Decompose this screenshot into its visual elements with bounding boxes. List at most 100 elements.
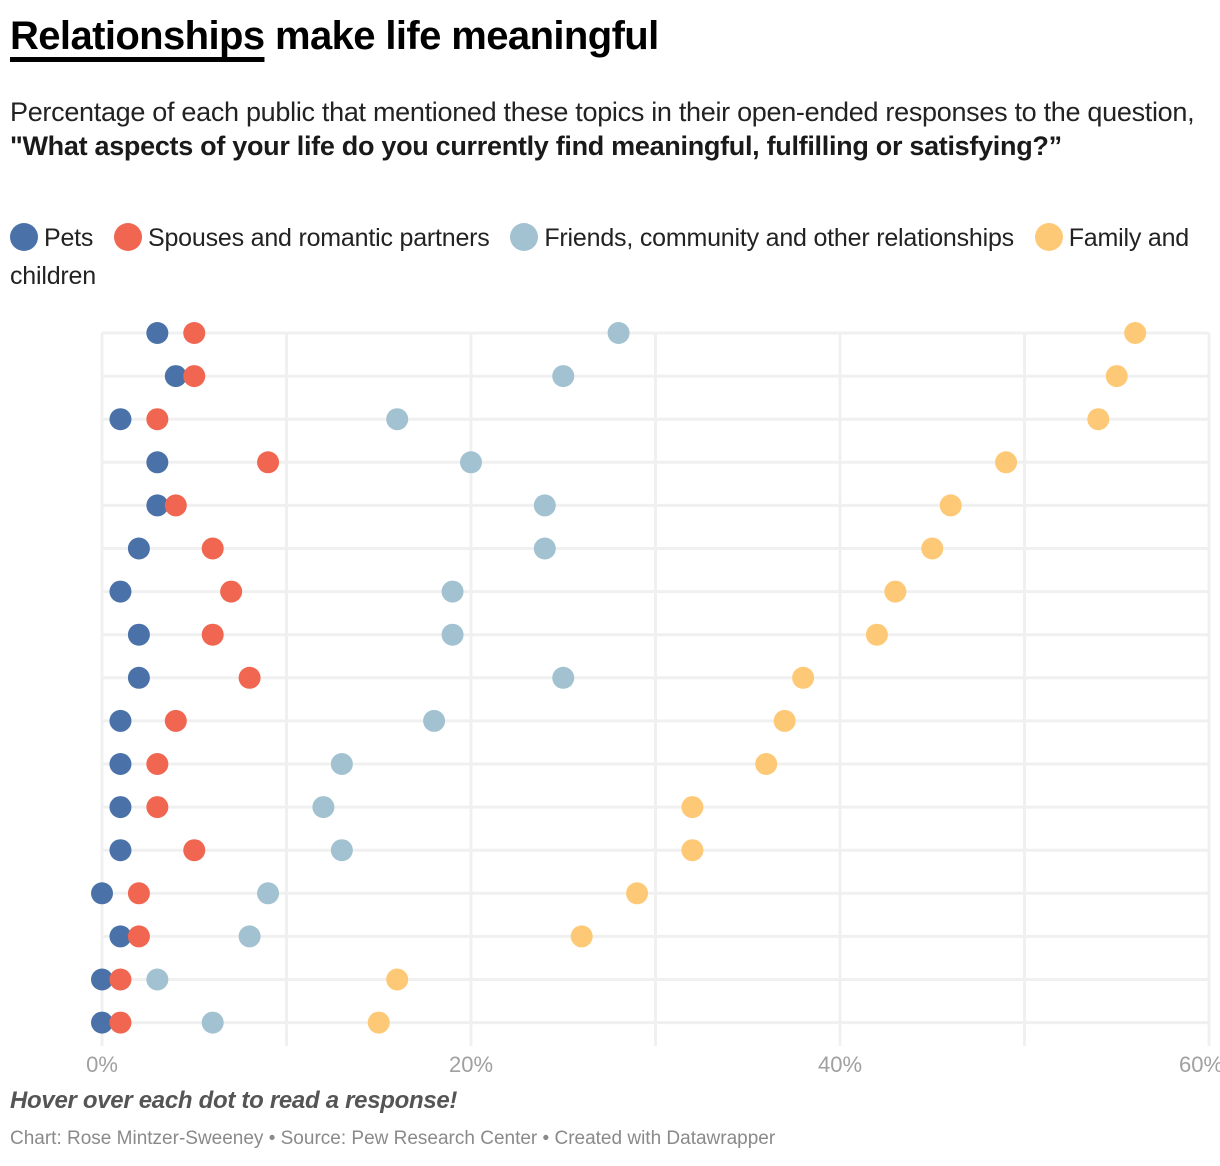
subtitle-question: "What aspects of your life do you curren… (10, 131, 1062, 161)
dot-spouses[interactable]: Spouses and romantic partners: 7% (220, 580, 243, 603)
dot-pets[interactable]: Pets: 1% (109, 796, 132, 819)
dot-spouses[interactable]: Spouses and romantic partners: 5% (183, 365, 206, 388)
dot-family[interactable]: Family and children: 45% (921, 537, 944, 560)
dot-pets[interactable]: Pets: 1% (109, 753, 132, 775)
dot-friends[interactable]: Friends, community and other relationshi… (330, 839, 353, 862)
dot-spouses[interactable]: Spouses and romantic partners: 5% (183, 839, 206, 862)
title-underlined-word: Relationships (10, 14, 265, 58)
x-axis-tick-labels: 0% 20% 40% 60% (86, 1052, 1220, 1077)
dot-friends[interactable]: Friends, community and other relationshi… (201, 1011, 224, 1034)
dot-friends[interactable]: Friends, community and other relationshi… (441, 580, 464, 603)
dot-friends[interactable]: Friends, community and other relationshi… (386, 408, 409, 431)
dot-pets[interactable]: Pets: 3% (146, 494, 169, 517)
dot-friends[interactable]: Friends, community and other relationshi… (312, 796, 335, 819)
dot-friends[interactable]: Friends, community and other relationshi… (238, 925, 261, 948)
legend: Pets Spouses and romantic partners Frien… (10, 219, 1215, 295)
dot-family[interactable]: Family and children: 38% (792, 666, 815, 689)
dot-pets[interactable]: Pets: 4% (164, 365, 187, 388)
legend-swatch-pets (10, 223, 38, 251)
dot-pets[interactable]: Pets: 0% (91, 882, 113, 905)
legend-item-family[interactable]: Family and children (10, 223, 1189, 290)
data-dots: Pets: 3% Pets: 4% Pets: 1% Pets: 3% Pets: 3%… (91, 322, 1147, 1034)
dot-plot-chart: Pets: 3% Pets: 4% Pets: 1% Pets: 3% Pets: 3%… (86, 322, 1220, 1077)
dot-spouses[interactable]: Spouses and romantic partners: 5% (183, 322, 206, 344)
dot-pets[interactable]: Pets: 1% (109, 580, 132, 603)
dot-friends[interactable]: Friends, community and other relationshi… (330, 753, 353, 775)
dot-family[interactable]: Family and children: 42% (865, 623, 888, 646)
dot-family[interactable]: Family and children: 16% (386, 968, 409, 991)
dot-spouses[interactable]: Spouses and romantic partners: 3% (146, 796, 169, 819)
dot-family[interactable]: Family and children: 32% (681, 796, 704, 819)
dot-pets[interactable]: Pets: 3% (146, 451, 169, 474)
chart-credit: Chart: Rose Mintzer-Sweeney • Source: Pe… (10, 1128, 776, 1149)
dot-friends[interactable]: Friends, community and other relationshi… (533, 494, 556, 517)
dot-friends[interactable]: Friends, community and other relationshi… (533, 537, 556, 560)
dot-spouses[interactable]: Spouses and romantic partners: 2% (127, 882, 150, 905)
dot-family[interactable]: Family and children: 46% (939, 494, 962, 517)
dot-pets[interactable]: Pets: 1% (109, 709, 132, 732)
dot-family[interactable]: Family and children: 49% (995, 451, 1018, 474)
legend-swatch-family (1034, 223, 1063, 251)
chart-subtitle: Percentage of each public that mentioned… (10, 95, 1205, 163)
x-tick-label: 40% (818, 1052, 862, 1077)
hover-note: Hover over each dot to read a response! (10, 1087, 458, 1114)
series-friends: Friends, community and other relationshi… (146, 322, 630, 1034)
dot-friends[interactable]: Friends, community and other relationshi… (607, 322, 630, 344)
dot-friends[interactable]: Friends, community and other relationshi… (423, 709, 446, 732)
dot-family[interactable]: Family and children: 32% (681, 839, 704, 862)
dot-spouses[interactable]: Spouses and romantic partners: 9% (257, 451, 280, 474)
dot-family[interactable]: Family and children: 43% (884, 580, 907, 603)
dot-spouses[interactable]: Spouses and romantic partners: 3% (146, 753, 169, 775)
dot-family[interactable]: Family and children: 36% (755, 753, 778, 775)
dot-family[interactable]: Family and children: 37% (773, 709, 796, 732)
dot-spouses[interactable]: Spouses and romantic partners: 6% (201, 623, 224, 646)
x-tick-label: 60% (1179, 1052, 1220, 1077)
dot-spouses[interactable]: Spouses and romantic partners: 6% (201, 537, 224, 560)
dot-pets[interactable]: Pets: 1% (109, 925, 132, 948)
dot-pets[interactable]: Pets: 3% (146, 322, 169, 344)
chart-title: Relationships make life meaningful (10, 14, 659, 59)
dot-spouses[interactable]: Spouses and romantic partners: 1% (109, 968, 132, 991)
dot-friends[interactable]: Friends, community and other relationshi… (146, 968, 169, 991)
legend-item-friends[interactable]: Friends, community and other relationshi… (510, 223, 1014, 252)
dot-family[interactable]: Family and children: 55% (1105, 365, 1128, 388)
dot-friends[interactable]: Friends, community and other relationshi… (441, 623, 464, 646)
dot-friends[interactable]: Friends, community and other relationshi… (257, 882, 280, 905)
dot-spouses[interactable]: Spouses and romantic partners: 1% (109, 1011, 132, 1034)
legend-swatch-spouses (113, 223, 142, 251)
dot-pets[interactable]: Pets: 1% (109, 839, 132, 862)
legend-item-pets[interactable]: Pets (10, 223, 94, 252)
horizontal-gridlines (102, 331, 1209, 1025)
dot-pets[interactable]: Pets: 2% (127, 666, 150, 689)
dot-pets[interactable]: Pets: 0% (91, 1011, 113, 1034)
dot-friends[interactable]: Friends, community and other relationshi… (552, 365, 575, 388)
dot-pets[interactable]: Pets: 2% (127, 623, 150, 646)
dot-pets[interactable]: Pets: 2% (127, 537, 150, 560)
legend-label: Pets (44, 224, 94, 252)
legend-swatch-friends (510, 223, 539, 251)
subtitle-plain: Percentage of each public that mentioned… (10, 97, 1195, 127)
dot-spouses[interactable]: Spouses and romantic partners: 8% (238, 666, 261, 689)
vertical-gridlines (100, 333, 1211, 1046)
dot-spouses[interactable]: Spouses and romantic partners: 4% (164, 494, 187, 517)
dot-family[interactable]: Family and children: 29% (626, 882, 649, 905)
series-pets: Pets: 3% Pets: 4% Pets: 1% Pets: 3% Pets: 3%… (91, 322, 187, 1034)
legend-item-spouses[interactable]: Spouses and romantic partners (113, 223, 490, 252)
dot-spouses[interactable]: Spouses and romantic partners: 3% (146, 408, 169, 431)
x-tick-label: 20% (449, 1052, 493, 1077)
dot-family[interactable]: Family and children: 56% (1124, 322, 1147, 344)
dot-spouses[interactable]: Spouses and romantic partners: 2% (127, 925, 150, 948)
dot-spouses[interactable]: Spouses and romantic partners: 4% (164, 709, 187, 732)
dot-friends[interactable]: Friends, community and other relationshi… (552, 666, 575, 689)
dot-family[interactable]: Family and children: 54% (1087, 408, 1110, 431)
dot-family[interactable]: Family and children: 15% (367, 1011, 390, 1034)
dot-pets[interactable]: Pets: 0% (91, 968, 113, 991)
title-rest: make life meaningful (264, 14, 659, 58)
dot-family[interactable]: Family and children: 26% (570, 925, 593, 948)
dot-pets[interactable]: Pets: 1% (109, 408, 132, 431)
series-spouses: Spouses and romantic partners: 5% Spouses… (109, 322, 280, 1034)
series-family: Family and children: 56% Family and child… (367, 322, 1147, 1034)
legend-label: Spouses and romantic partners (147, 224, 490, 252)
x-tick-label: 0% (86, 1052, 118, 1077)
dot-friends[interactable]: Friends, community and other relationshi… (460, 451, 482, 474)
